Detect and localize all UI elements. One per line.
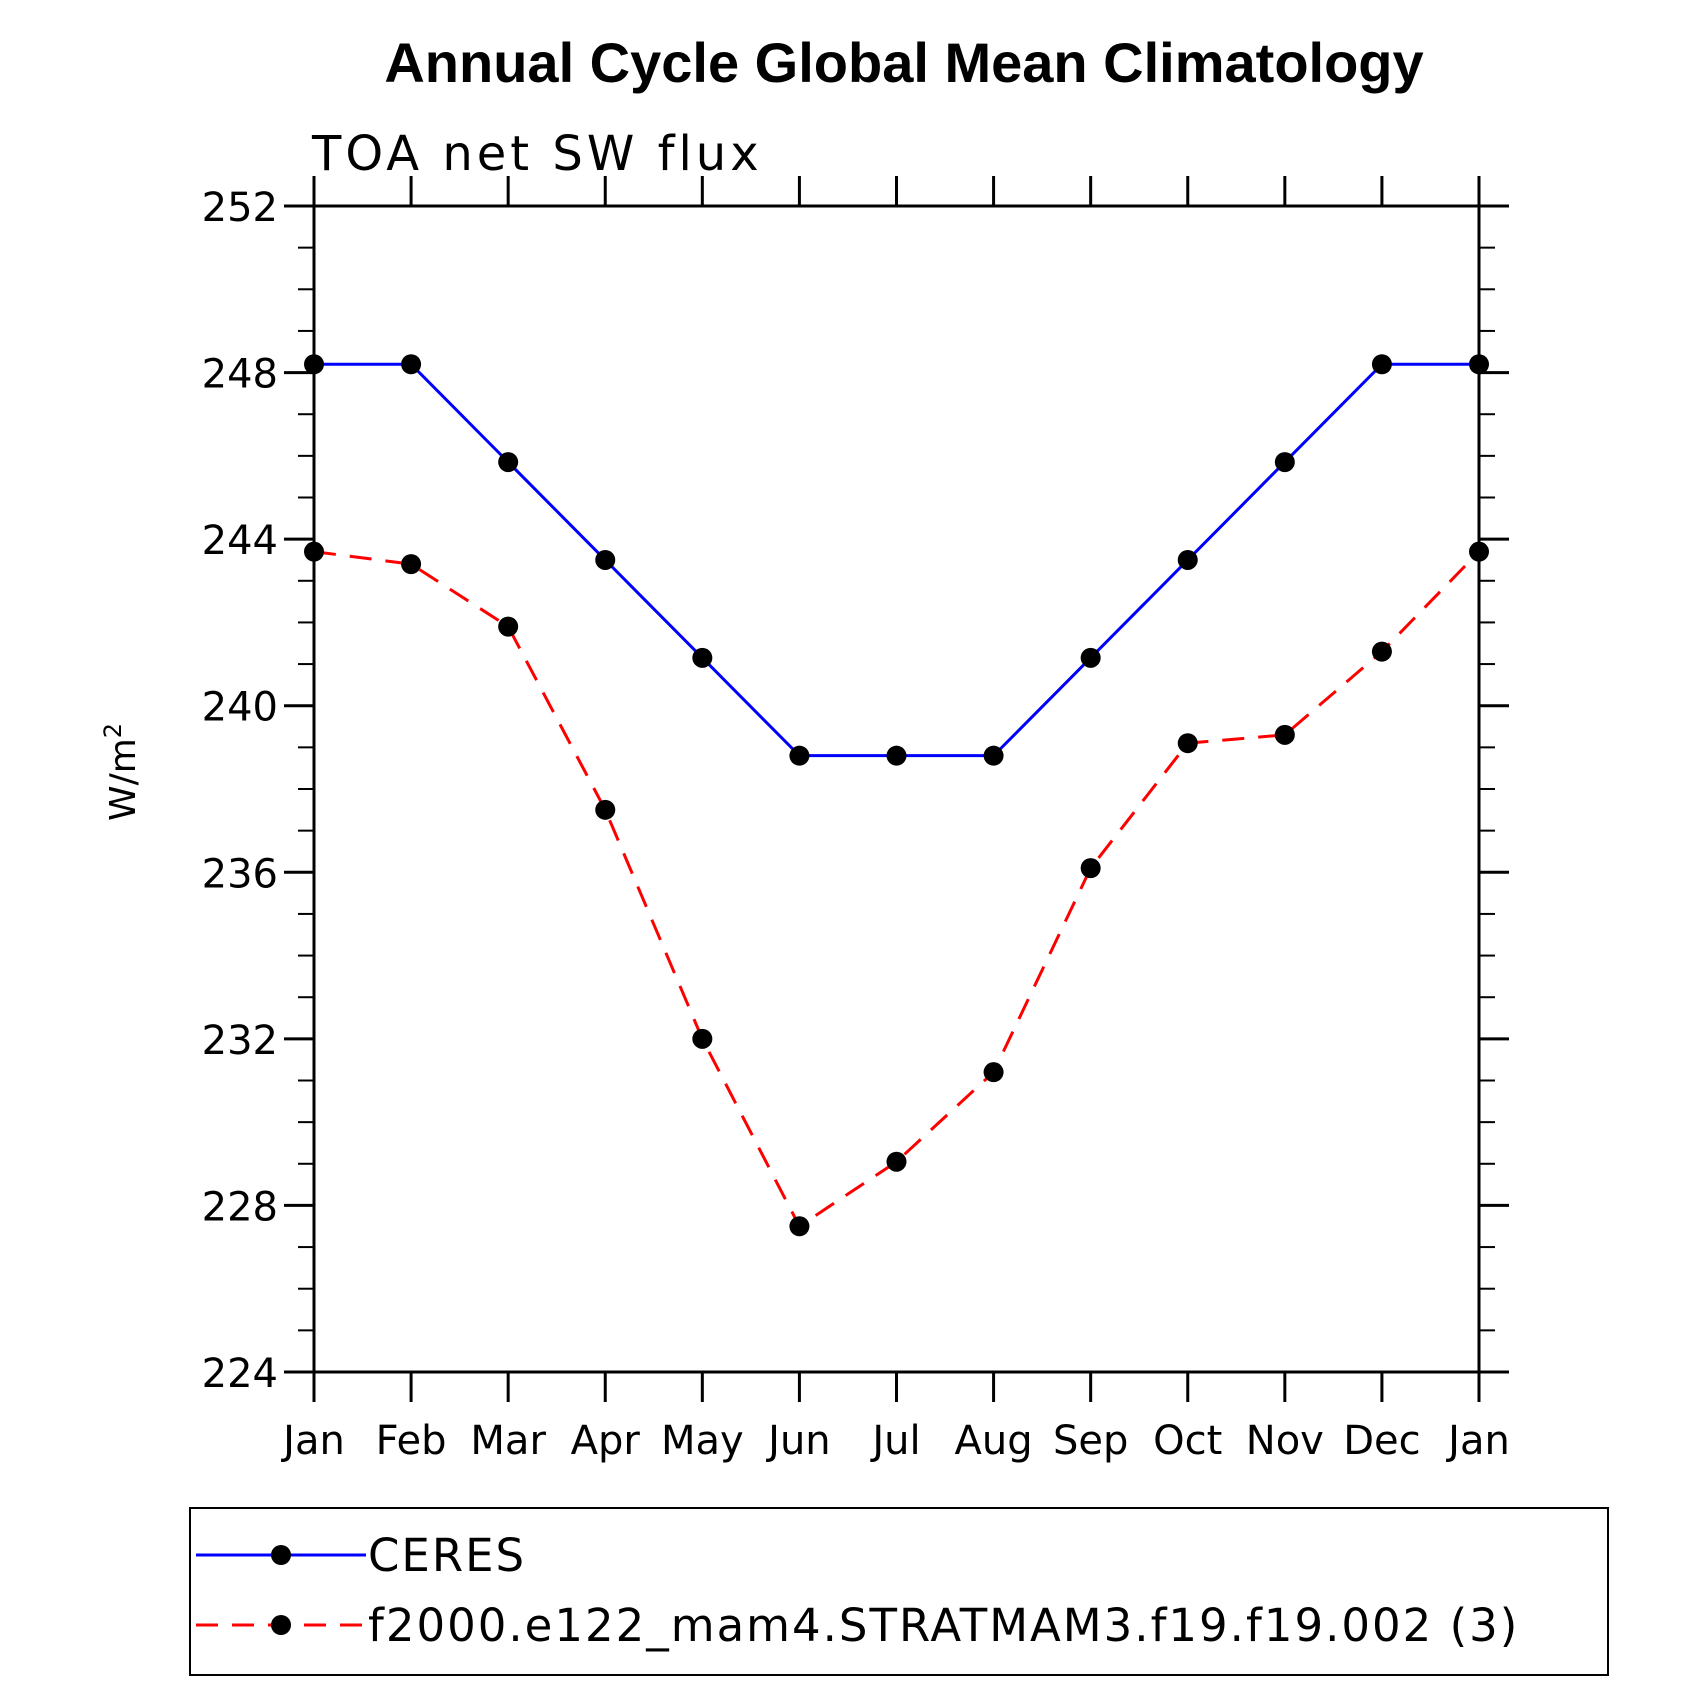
data-point: [886, 745, 907, 766]
data-point: [595, 549, 616, 570]
chart-title: Annual Cycle Global Mean Climatology: [384, 31, 1423, 94]
data-point: [595, 799, 616, 820]
data-point: [401, 354, 422, 375]
x-tick-label: Feb: [376, 1418, 447, 1464]
data-point: [983, 745, 1004, 766]
data-point: [1177, 549, 1198, 570]
x-tick-label: Aug: [955, 1418, 1033, 1464]
legend: CERES f2000.e122_mam4.STRATMAM3.f19.f19.0…: [189, 1507, 1609, 1676]
data-point: [1469, 354, 1489, 375]
data-point: [498, 616, 519, 637]
x-tick-label: Sep: [1053, 1418, 1128, 1464]
chart-subtitle: TOA net SW flux: [311, 126, 763, 182]
data-point: [304, 354, 324, 375]
data-point: [1080, 647, 1101, 668]
x-tick-label: Apr: [571, 1418, 641, 1464]
plot-frame: [312, 204, 1481, 1374]
data-point: [1371, 641, 1392, 662]
y-tick-label: 244: [202, 518, 278, 564]
series-line: [313, 550, 1481, 1229]
legend-label: f2000.e122_mam4.STRATMAM3.f19.f19.002 (3…: [368, 1599, 1519, 1652]
y-tick-label: 232: [202, 1018, 278, 1064]
legend-label: CERES: [368, 1529, 526, 1582]
plot-axes: 224 228 232 236 240 244 248 252 Jan Feb Mar Apr May J…: [202, 176, 1510, 1464]
series-2: [304, 541, 1489, 1237]
svg-text:W/m2: W/m2: [99, 723, 144, 821]
x-tick-label: Dec: [1343, 1418, 1420, 1464]
data-point: [983, 1062, 1004, 1083]
x-tick-label: Jan: [1445, 1418, 1510, 1464]
data-point: [692, 1028, 713, 1049]
x-tick-label: Jun: [765, 1418, 831, 1464]
data-point: [1177, 733, 1198, 754]
data-point: [886, 1151, 907, 1172]
y-axis-label: W/m2: [99, 723, 144, 821]
y-tick-label: 240: [202, 685, 278, 731]
data-point: [789, 1216, 810, 1237]
data-point: [789, 745, 810, 766]
y-tick-label: 252: [202, 185, 278, 231]
data-point: [1080, 858, 1101, 879]
data-point: [692, 647, 713, 668]
data-point: [1274, 452, 1295, 473]
y-axis-label-text: W/m: [103, 738, 144, 821]
legend-marker: [271, 1545, 291, 1565]
x-tick-label: Mar: [470, 1418, 546, 1464]
y-axis-label-superscript: 2: [99, 723, 127, 738]
data-point: [1371, 354, 1392, 375]
x-tick-label: Jan: [280, 1418, 345, 1464]
x-tick-label: Jul: [869, 1418, 920, 1464]
data-point: [304, 541, 324, 562]
data-point: [401, 554, 422, 575]
y-tick-label: 248: [202, 352, 278, 398]
x-tick-label: Nov: [1246, 1418, 1324, 1464]
series-layer: [304, 354, 1489, 1237]
y-tick-label: 228: [202, 1184, 278, 1230]
series-1: [304, 354, 1489, 766]
legend-box: [189, 1507, 1609, 1676]
data-point: [498, 452, 519, 473]
x-tick-label: May: [661, 1418, 744, 1464]
series-line: [314, 362, 1479, 758]
data-point: [1274, 724, 1295, 745]
y-tick-label: 224: [202, 1351, 278, 1397]
legend-marker: [271, 1615, 291, 1635]
y-tick-label: 236: [202, 851, 278, 897]
data-point: [1469, 541, 1489, 562]
x-tick-label: Oct: [1153, 1418, 1222, 1464]
